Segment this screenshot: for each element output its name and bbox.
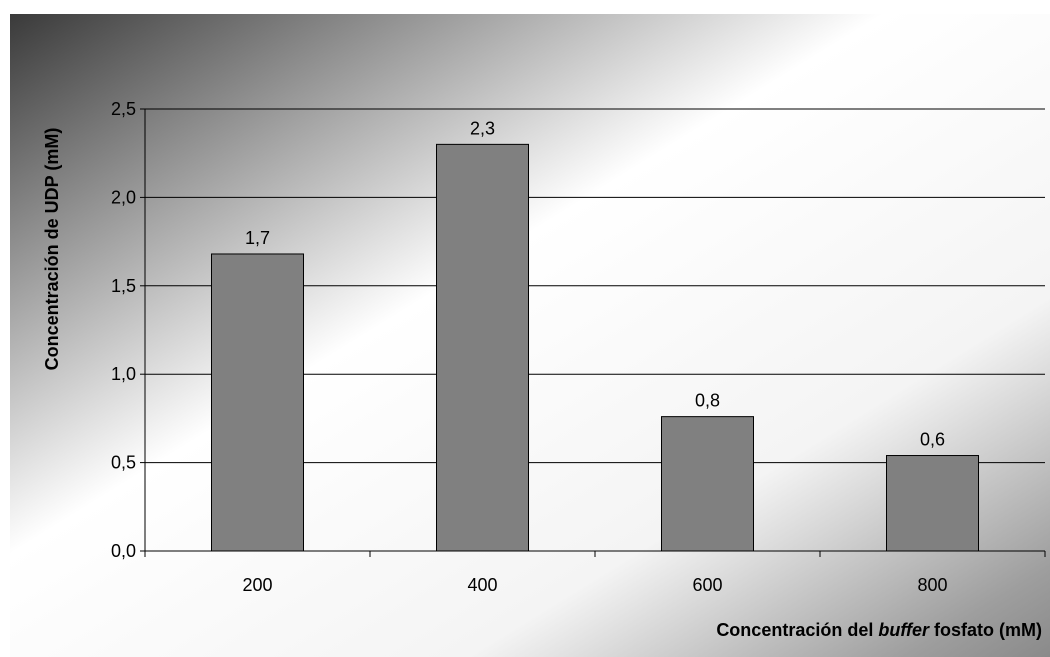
bar: [436, 143, 529, 552]
bar: [211, 253, 304, 552]
y-axis-title: Concentración de UDP (mM): [42, 128, 62, 371]
x-tick-label: 800: [917, 575, 947, 595]
y-tick-label: 0,0: [111, 541, 136, 561]
x-axis-title: Concentración del buffer fosfato (mM): [716, 620, 1042, 640]
bars: [211, 143, 979, 552]
data-label: 0,6: [920, 430, 945, 450]
x-tick-label: 200: [242, 575, 272, 595]
y-tick-label: 1,5: [111, 276, 136, 296]
y-tick-label: 2,0: [111, 187, 136, 207]
y-tick-label: 0,5: [111, 453, 136, 473]
bar: [886, 455, 979, 552]
x-tick-label: 600: [692, 575, 722, 595]
y-tick-label: 1,0: [111, 364, 136, 384]
bar: [661, 416, 754, 552]
x-tick-label: 400: [467, 575, 497, 595]
y-tick-label: 2,5: [111, 99, 136, 119]
chart-background: [10, 14, 1050, 657]
x-axis-title-suffix: fosfato (mM): [929, 620, 1042, 640]
labels: 0,0 0,5 1,0 1,5 2,0 2,5 1,7 200 2,3 400 0,8 600 0,6 8…: [111, 99, 948, 595]
data-label: 2,3: [470, 118, 495, 138]
axes: [140, 108, 1046, 557]
data-label: 1,7: [245, 228, 270, 248]
x-axis-title-prefix: Concentración del: [716, 620, 878, 640]
data-label: 0,8: [695, 391, 720, 411]
x-axis-title-italic: buffer: [878, 620, 930, 640]
